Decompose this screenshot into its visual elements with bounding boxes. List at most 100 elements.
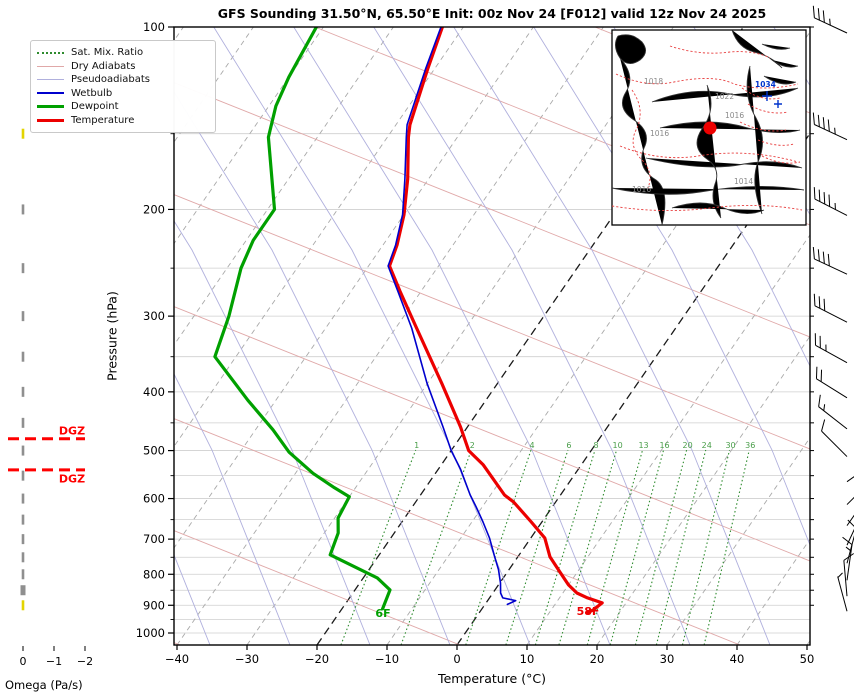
- temperature-axis-label: Temperature (°C): [438, 671, 546, 686]
- sat-mix-ratio-line-icon: [37, 51, 64, 54]
- temperature-tick-label: 50: [800, 652, 815, 666]
- pressure-tick-label: 200: [143, 202, 165, 216]
- mixing-ratio-label: 20: [683, 441, 693, 450]
- pressure-tick-label: 400: [143, 385, 165, 399]
- omega-mark: [21, 417, 25, 428]
- mixing-ratio-label: 16: [659, 441, 669, 450]
- legend-item-dewpoint: Dewpoint: [37, 100, 209, 114]
- omega-mark: [20, 585, 26, 596]
- surface-dewpoint-label: 6F: [375, 607, 391, 620]
- curve-dewpoint: [213, 27, 392, 611]
- omega-mark: [21, 263, 25, 274]
- wind-barb: [815, 366, 848, 399]
- temperature-tick-label: −10: [375, 652, 399, 666]
- map-pressure-label: 1034: [755, 80, 776, 89]
- omega-axis-label: Omega (Pa/s): [5, 678, 83, 692]
- omega-mark: [21, 514, 25, 525]
- legend-label: Pseudoadiabats: [71, 74, 151, 86]
- omega-mark: [21, 311, 25, 322]
- wind-barb: [821, 419, 848, 457]
- legend-label: Temperature: [71, 114, 135, 126]
- omega-mark: [21, 600, 25, 611]
- pseudoadiabat-line-icon: [37, 79, 64, 81]
- legend-label: Sat. Mix. Ratio: [71, 47, 144, 59]
- temperature-tick-label: −30: [235, 652, 259, 666]
- pressure-tick-label: 300: [143, 309, 165, 323]
- pressure-tick-label: 800: [143, 567, 165, 581]
- wind-barb: [814, 333, 848, 364]
- map-pressure-label: 1022: [715, 92, 734, 101]
- dry-adiabat-line-icon: [37, 65, 64, 67]
- temperature-tick-label: 30: [660, 652, 675, 666]
- legend-label: Dewpoint: [71, 101, 119, 113]
- mixing-ratio-label: 30: [725, 441, 735, 450]
- mixing-ratio-label: 24: [702, 441, 712, 450]
- pressure-tick-label: 100: [143, 20, 165, 34]
- pressure-tick-label: 500: [143, 444, 165, 458]
- omega-mark: [21, 470, 25, 481]
- surface-temperature-label: 58F: [576, 605, 600, 618]
- legend-item-temperature: Temperature: [37, 114, 209, 128]
- wind-barb: [812, 112, 848, 141]
- omega-mark: [21, 445, 25, 456]
- pressure-axis-label: Pressure (hPa): [104, 291, 120, 381]
- temperature-tick-label: 0: [453, 652, 460, 666]
- omega-tick-label: 0: [20, 655, 27, 668]
- dgz-label-upper: DGZ: [58, 424, 86, 438]
- map-pressure-label: 1014: [734, 177, 753, 186]
- mixing-ratio-label: 8: [593, 441, 598, 450]
- mixing-ratio-label: 36: [745, 441, 755, 450]
- mixing-ratio-label: 10: [613, 441, 623, 450]
- omega-axis: 0 −1 −2: [8, 128, 93, 668]
- legend-item-dry-adiabats: Dry Adiabats: [37, 60, 209, 74]
- page-title: GFS Sounding 31.50°N, 65.50°E Init: 00z …: [217, 6, 767, 21]
- mixing-ratio-label: 13: [638, 441, 648, 450]
- wind-barb: [818, 394, 848, 430]
- wind-barb: [812, 246, 848, 275]
- chart-legend: Sat. Mix. Ratio Dry Adiabats Pseudoadiab…: [30, 40, 216, 133]
- map-high-pressure-icon: [774, 100, 782, 108]
- temperature-tick-label: 40: [730, 652, 745, 666]
- legend-label: Dry Adiabats: [71, 60, 136, 72]
- pressure-tick-label: 700: [143, 532, 165, 546]
- map-high-pressure-icon: [762, 91, 772, 101]
- temperature-tick-label: 10: [520, 652, 535, 666]
- omega-mark: [21, 386, 25, 397]
- omega-mark: [21, 128, 25, 139]
- omega-tick-label: −2: [77, 655, 93, 668]
- temperature-tick-label: 20: [590, 652, 605, 666]
- sounding-curves: [213, 27, 604, 615]
- map-pressure-label: 1016: [632, 185, 651, 194]
- mixing-ratio-label: 1: [414, 441, 419, 450]
- legend-item-sat-mix-ratio: Sat. Mix. Ratio: [37, 46, 209, 60]
- dewpoint-line-icon: [37, 105, 64, 109]
- omega-mark: [21, 534, 25, 545]
- mixing-ratio-label: 6: [566, 441, 571, 450]
- wind-barb: [812, 5, 848, 34]
- dgz-label-lower: DGZ: [58, 472, 86, 486]
- temperature-line-icon: [37, 118, 64, 122]
- mixing-ratio-label: 4: [529, 441, 534, 450]
- omega-mark: [21, 493, 25, 504]
- wind-barb: [813, 293, 848, 323]
- pressure-tick-label: 600: [143, 492, 165, 506]
- omega-mark: [21, 552, 25, 563]
- temperature-tick-label: −40: [165, 652, 189, 666]
- wind-barbs: [812, 5, 854, 612]
- map-pressure-label: 1018: [644, 77, 663, 86]
- wetbulb-line-icon: [37, 92, 64, 95]
- legend-item-wetbulb: Wetbulb: [37, 87, 209, 101]
- curve-wetbulb: [387, 27, 517, 606]
- inset-surface-map: 1018 1022 1016 1016 1016 1014 1034: [611, 29, 807, 226]
- wind-barb: [813, 187, 848, 216]
- wind-barb: [846, 476, 854, 483]
- omega-mark: [21, 351, 25, 362]
- temperature-tick-label: −20: [305, 652, 329, 666]
- pressure-tick-label: 900: [143, 598, 165, 612]
- map-pressure-label: 1016: [725, 111, 744, 120]
- wind-barb: [843, 553, 854, 597]
- omega-mark: [21, 569, 25, 580]
